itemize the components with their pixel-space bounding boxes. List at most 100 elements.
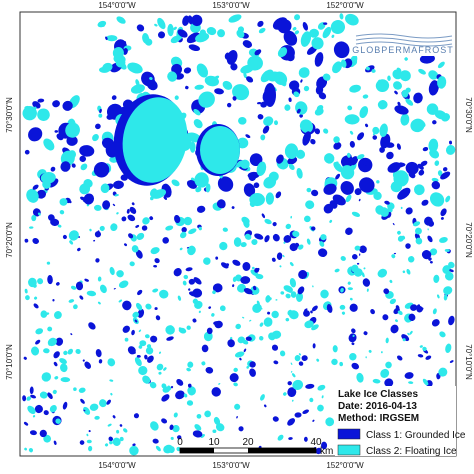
lake <box>333 136 340 144</box>
lake <box>344 114 360 125</box>
lake <box>351 362 359 370</box>
lake <box>236 137 249 149</box>
lake <box>257 101 262 105</box>
lake <box>276 252 283 260</box>
lake <box>379 123 388 138</box>
lake <box>245 336 252 341</box>
lake <box>174 214 181 224</box>
lake <box>94 415 100 420</box>
scale-bar: 0 10 20 40 km <box>177 437 333 457</box>
lake <box>193 108 201 116</box>
scale-segment <box>248 448 316 453</box>
lake <box>279 76 287 87</box>
lake <box>365 356 367 359</box>
lake <box>409 330 413 335</box>
lake <box>418 169 425 176</box>
lake <box>99 399 107 408</box>
lake <box>27 405 36 415</box>
lake <box>149 381 157 389</box>
lake <box>312 343 316 349</box>
lake <box>365 123 369 128</box>
lake <box>166 336 174 341</box>
lake <box>228 14 242 23</box>
scale-unit: km <box>320 446 333 457</box>
lake <box>55 282 60 286</box>
lake <box>285 293 291 299</box>
lake <box>186 400 194 406</box>
lake <box>109 440 113 445</box>
lake <box>356 372 364 383</box>
lake <box>429 192 445 207</box>
lake <box>29 226 34 229</box>
lake <box>389 279 393 284</box>
lake <box>73 387 77 391</box>
lake <box>331 34 335 38</box>
lake <box>70 285 77 290</box>
lake <box>416 304 421 309</box>
lake <box>149 76 153 80</box>
lake <box>345 227 353 235</box>
lake <box>149 79 156 84</box>
lake <box>157 17 166 30</box>
lake <box>415 227 422 235</box>
lake <box>316 358 320 362</box>
lake <box>259 322 264 327</box>
lake <box>176 378 184 386</box>
lake <box>271 344 279 351</box>
lake <box>283 285 293 293</box>
lake <box>94 231 102 238</box>
lake <box>89 228 92 232</box>
lake <box>52 100 60 108</box>
lake <box>251 370 255 375</box>
lake <box>242 339 249 345</box>
lake <box>138 329 142 333</box>
lake <box>362 159 368 166</box>
lake <box>53 440 57 445</box>
lake <box>35 328 44 335</box>
lake <box>397 101 401 106</box>
lake <box>187 245 196 256</box>
lake <box>243 288 253 295</box>
lake <box>399 70 411 82</box>
lake <box>119 424 123 427</box>
lake <box>340 155 354 168</box>
lake <box>254 49 262 56</box>
lake <box>114 194 119 197</box>
lake <box>131 202 135 206</box>
lake <box>298 353 302 356</box>
lake <box>119 436 124 442</box>
lake <box>352 254 358 260</box>
lake <box>60 363 68 373</box>
lake <box>102 62 113 72</box>
lake <box>43 434 52 443</box>
lake <box>340 287 344 293</box>
lake <box>227 339 235 348</box>
lake <box>217 176 234 192</box>
lake <box>71 163 76 168</box>
lake <box>229 336 233 340</box>
lake <box>428 80 439 96</box>
lake <box>112 46 124 60</box>
lake <box>432 308 437 315</box>
lake <box>167 23 174 37</box>
lake <box>317 384 326 391</box>
lake <box>417 354 424 358</box>
lake <box>304 308 308 312</box>
lake <box>311 226 316 231</box>
scale-label: 40 <box>310 437 322 448</box>
logo: GLOBPERMAFROST <box>352 30 454 56</box>
lake <box>86 433 89 437</box>
lake <box>407 256 415 263</box>
scale-label: 10 <box>208 437 220 448</box>
lake <box>191 14 203 27</box>
lake <box>289 42 294 46</box>
lake <box>127 62 143 74</box>
lake <box>356 262 360 265</box>
lake <box>57 224 62 228</box>
grid-label: 70°20'0"N <box>464 222 473 258</box>
lake <box>259 335 264 341</box>
lake <box>95 349 102 358</box>
lake <box>346 152 351 158</box>
lake <box>445 343 452 353</box>
